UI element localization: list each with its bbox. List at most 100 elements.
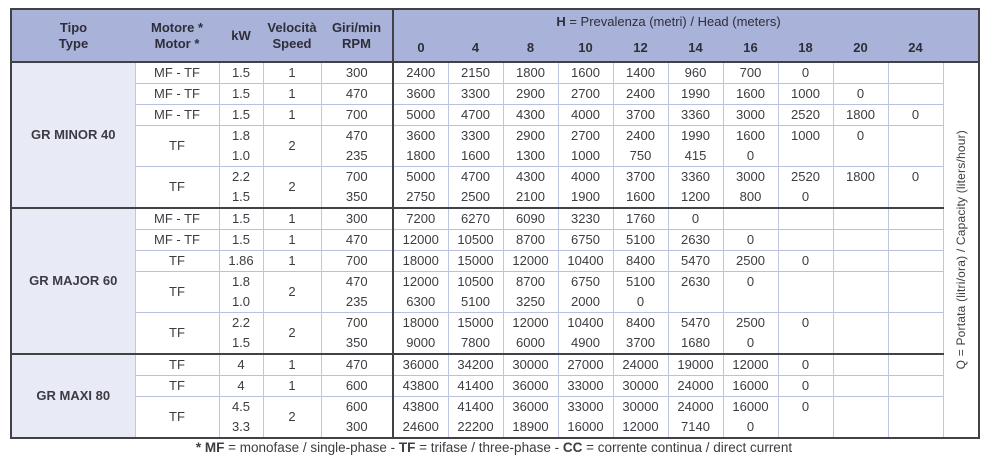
capacity-value-cell: 0 xyxy=(722,229,778,251)
capacity-value-cell xyxy=(722,292,778,313)
speed-cell: 1 xyxy=(262,229,321,251)
table-row: TF 1.86 1 700 18000 15000 12000 10400 8400 5470 25… xyxy=(11,250,979,272)
capacity-value-cell: 2000 xyxy=(557,292,613,313)
capacity-value-cell: 3360 xyxy=(667,104,723,126)
footnote-segment: TF xyxy=(398,440,416,455)
capacity-value-cell: 5100 xyxy=(612,271,668,292)
footnote-segment: * MF xyxy=(195,440,225,455)
table-row: TF 4.5 2 600 43800 41400 36000 33000 30000 24000 1… xyxy=(11,396,979,438)
capacity-value-cell xyxy=(832,353,888,376)
capacity-value-cell: 1600 xyxy=(722,125,778,146)
capacity-value-cell: 8400 xyxy=(612,312,668,333)
header-motor-en: Motor * xyxy=(154,35,200,51)
kw-cell: 1.5 xyxy=(218,187,263,208)
capacity-value-cell: 3300 xyxy=(447,125,503,146)
capacity-value-cell xyxy=(887,146,944,167)
capacity-value-cell: 24000 xyxy=(667,375,723,397)
footnote: * MF = monofase / single-phase - TF = tr… xyxy=(0,440,988,455)
type-cell: GR MINOR 40 xyxy=(11,61,135,208)
capacity-value-cell: 12000 xyxy=(612,417,668,438)
capacity-value-cell: 4000 xyxy=(557,166,613,187)
capacity-value-cell xyxy=(887,207,944,230)
capacity-value-cell: 0 xyxy=(777,396,833,417)
capacity-value-cell xyxy=(887,292,944,313)
capacity-value-cell: 3230 xyxy=(557,207,613,230)
capacity-value-cell xyxy=(887,271,944,292)
head-value-18: 18 xyxy=(778,34,833,62)
capacity-value-cell xyxy=(887,417,944,438)
table-row: MF - TF 1.5 1 700 5000 4700 4300 4000 3700 3360 30… xyxy=(11,104,979,126)
capacity-value-cell: 2400 xyxy=(392,61,448,84)
capacity-value-cell: 1400 xyxy=(612,61,668,84)
capacity-value-cell: 1800 xyxy=(502,61,558,84)
capacity-value-cell: 5470 xyxy=(667,312,723,333)
capacity-value-cell: 2150 xyxy=(447,61,503,84)
capacity-value-cell: 750 xyxy=(612,146,668,167)
capacity-value-cell: 415 xyxy=(667,146,723,167)
capacity-value-cell xyxy=(832,187,888,208)
capacity-value-cell xyxy=(832,375,888,397)
column-header-rpm: Giri/min RPM xyxy=(321,9,393,62)
capacity-axis-label: Q = Portata (litri/ora) / Capacity (lite… xyxy=(953,130,968,370)
capacity-value-cell: 3600 xyxy=(392,83,448,105)
head-value-24: 24 xyxy=(888,34,944,62)
column-header-type: Tipo Type xyxy=(11,9,135,62)
capacity-value-cell: 2900 xyxy=(502,83,558,105)
capacity-value-cell: 3360 xyxy=(667,166,723,187)
capacity-value-cell: 30000 xyxy=(502,353,558,376)
capacity-value-cell xyxy=(887,353,944,376)
kw-cell: 1.86 xyxy=(218,250,263,272)
capacity-value-cell: 2750 xyxy=(392,187,448,208)
capacity-value-cell: 4900 xyxy=(557,333,613,354)
capacity-value-cell xyxy=(887,312,944,333)
capacity-value-cell: 0 xyxy=(777,353,833,376)
capacity-value-cell: 4300 xyxy=(502,104,558,126)
capacity-value-cell: 36000 xyxy=(502,396,558,417)
head-value-10: 10 xyxy=(558,34,613,62)
header-rpm-it: Giri/min xyxy=(331,19,382,35)
capacity-value-cell: 12000 xyxy=(502,312,558,333)
capacity-value-cell xyxy=(832,292,888,313)
rpm-cell: 470 xyxy=(320,125,393,146)
rpm-cell: 700 xyxy=(320,166,393,187)
capacity-value-cell: 33000 xyxy=(557,396,613,417)
rpm-cell: 300 xyxy=(320,61,393,84)
capacity-value-cell xyxy=(777,417,833,438)
motor-cell: TF xyxy=(134,375,219,397)
table-row: TF 1.8 2 470 12000 10500 8700 6750 5100 2630 0 xyxy=(11,271,979,313)
capacity-value-cell: 1680 xyxy=(667,333,723,354)
capacity-value-cell: 16000 xyxy=(722,396,778,417)
header-type-en: Type xyxy=(58,35,89,51)
capacity-value-cell: 6000 xyxy=(502,333,558,354)
kw-cell: 1.0 xyxy=(218,146,263,167)
table-body: GR MINOR 40 MF - TF 1.5 1 300 2400 2150 1800 160… xyxy=(11,61,980,438)
capacity-value-cell: 6090 xyxy=(502,207,558,230)
capacity-value-cell: 16000 xyxy=(722,375,778,397)
capacity-value-cell: 0 xyxy=(832,83,888,105)
head-axis-symbol: H xyxy=(556,14,566,29)
capacity-value-cell: 1990 xyxy=(667,125,723,146)
capacity-value-cell: 10400 xyxy=(557,312,613,333)
capacity-value-cell: 1800 xyxy=(832,166,888,187)
capacity-value-cell: 2500 xyxy=(722,250,778,272)
capacity-value-cell: 1760 xyxy=(612,207,668,230)
capacity-value-cell: 0 xyxy=(832,125,888,146)
capacity-value-cell: 4700 xyxy=(447,166,503,187)
capacity-value-cell: 2900 xyxy=(502,125,558,146)
capacity-value-cell: 2520 xyxy=(777,166,833,187)
footnote-segment: = corrente continua / direct current xyxy=(582,440,793,455)
rpm-cell: 600 xyxy=(320,375,393,397)
speed-cell: 2 xyxy=(262,271,321,313)
capacity-value-cell: 24000 xyxy=(667,396,723,417)
speed-cell: 1 xyxy=(262,61,321,84)
table-row: TF 2.2 2 700 18000 15000 12000 10400 8400 5470 250… xyxy=(11,312,979,354)
table-row: TF 1.8 2 470 3600 3300 2900 2700 2400 1990 1600 100… xyxy=(11,125,979,167)
table-row: TF 2.2 2 700 5000 4700 4300 4000 3700 3360 3000 252… xyxy=(11,166,979,208)
capacity-value-cell: 0 xyxy=(777,187,833,208)
capacity-value-cell xyxy=(832,417,888,438)
capacity-value-cell: 3250 xyxy=(502,292,558,313)
capacity-value-cell: 5000 xyxy=(392,104,448,126)
capacity-value-cell xyxy=(777,207,833,230)
kw-cell: 1.5 xyxy=(218,229,263,251)
column-header-motor: Motore * Motor * xyxy=(135,9,219,62)
